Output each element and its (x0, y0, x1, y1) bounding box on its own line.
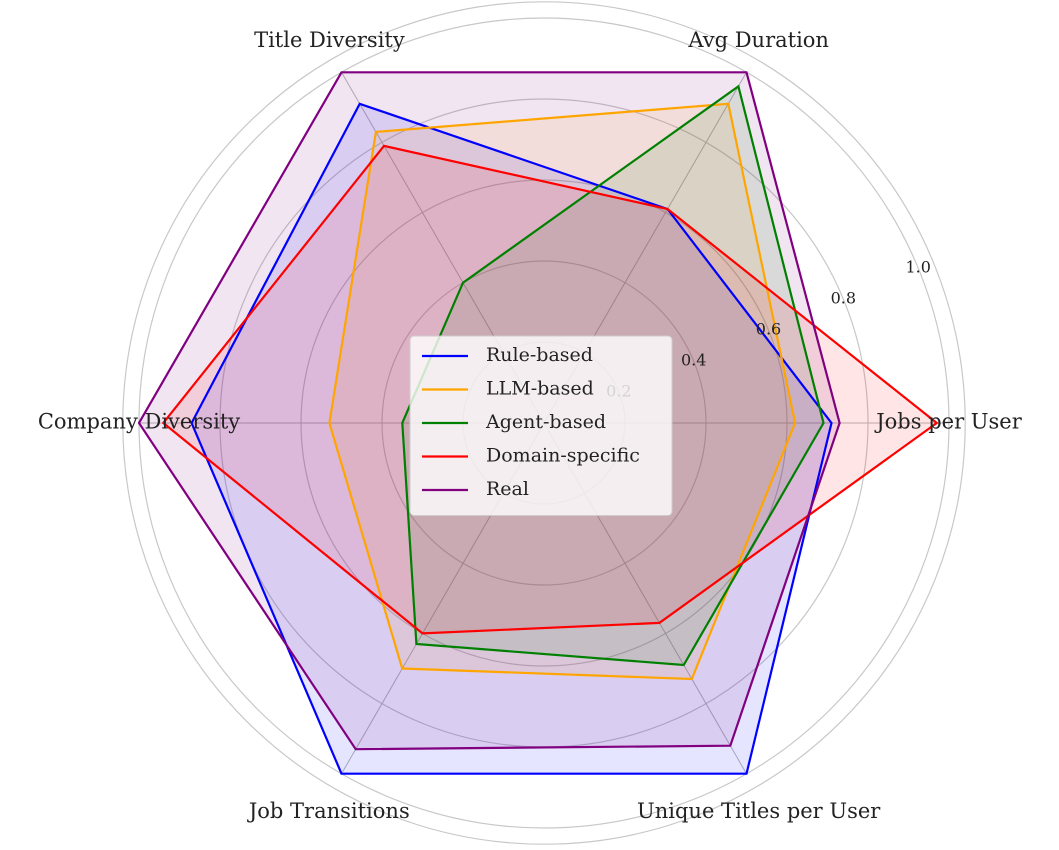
radial-tick-label: 0.4 (681, 351, 706, 370)
legend-label: Agent-based (485, 411, 606, 433)
legend-label: Rule-based (486, 344, 593, 366)
legend-label: Domain-specific (486, 445, 640, 467)
radial-tick-label: 0.8 (831, 289, 856, 308)
axis-label: Unique Titles per User (637, 799, 881, 823)
series-line (137, 71, 841, 751)
outer-ring (122, 1, 966, 845)
axis-label: Jobs per User (874, 410, 1022, 434)
axis-label: Job Transitions (247, 799, 410, 823)
axis-labels: Jobs per User Avg Duration Title Diversity… (38, 28, 1023, 823)
axis-label: Company Diversity (38, 410, 240, 434)
series-line (161, 144, 939, 635)
radial-tick-label: 0.6 (756, 320, 781, 339)
legend: Rule-based LLM-based Agent-based Domain-spe… (409, 335, 673, 516)
series-line (401, 84, 825, 667)
series-line (328, 102, 797, 681)
radial-tick-label: 1.0 (905, 258, 930, 277)
legend-frame (409, 335, 673, 516)
legend-label: Real (486, 478, 529, 500)
axis-label: Title Diversity (254, 28, 405, 52)
legend-label: LLM-based (486, 378, 594, 400)
axis-label: Avg Duration (687, 28, 829, 52)
series-lines (137, 71, 939, 775)
